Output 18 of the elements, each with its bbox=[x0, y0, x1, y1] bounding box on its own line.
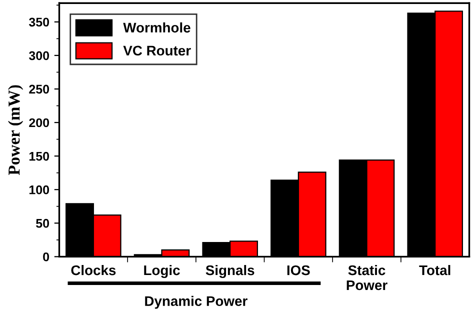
y-tick-label: 300 bbox=[28, 51, 50, 60]
y-tick-label: 250 bbox=[29, 84, 50, 94]
x-tick-label: IOS bbox=[287, 265, 310, 276]
y-axis-title: Power (mW) bbox=[8, 85, 24, 176]
x-tick-label: Signals bbox=[206, 264, 254, 278]
legend-label: Wormhole bbox=[123, 22, 190, 33]
y-tick-label: 200 bbox=[29, 118, 50, 128]
y-tick-label: 0 bbox=[43, 252, 50, 262]
x-tick-label: Static Power bbox=[346, 264, 388, 290]
x-tick-label: Logic bbox=[144, 264, 180, 278]
x-tick-label: Clocks bbox=[71, 264, 116, 276]
legend-label: VC Router bbox=[123, 46, 191, 56]
y-tick-label: 100 bbox=[29, 185, 50, 194]
text: Dynamic Power bbox=[145, 296, 248, 309]
y-tick-label: 50 bbox=[36, 218, 50, 228]
y-tick-label: 350 bbox=[28, 18, 50, 27]
x-tick-label: Total bbox=[419, 264, 450, 276]
y-tick-label: 150 bbox=[29, 152, 50, 161]
